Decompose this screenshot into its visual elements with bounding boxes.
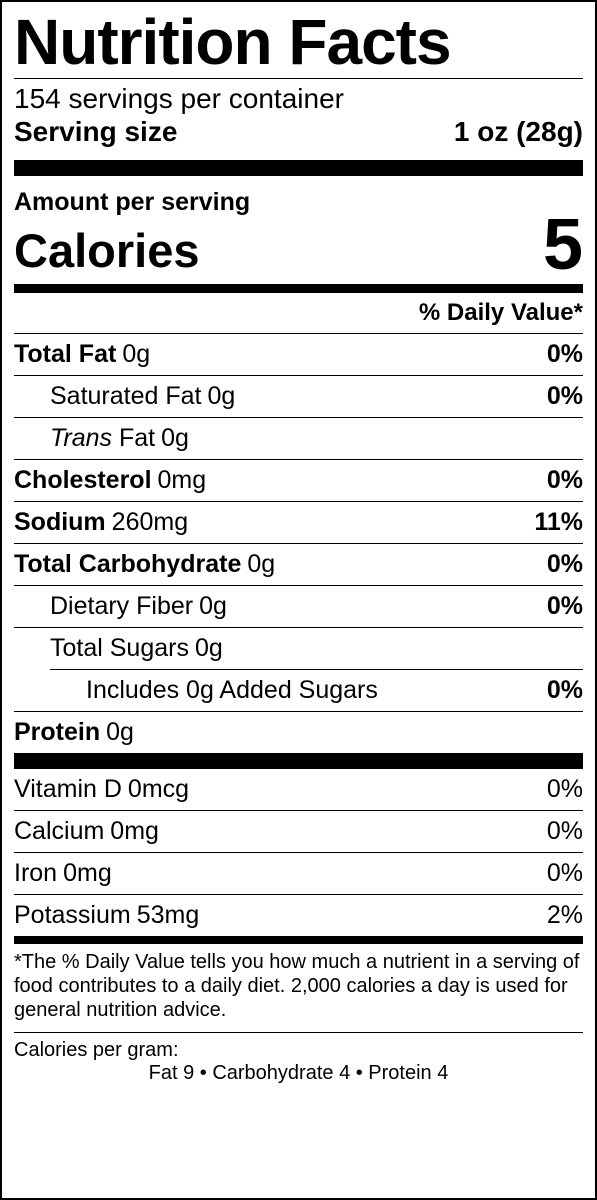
- row-added-sugars: Includes 0g Added Sugars 0%: [14, 670, 583, 712]
- total-fat-dv: 0%: [547, 337, 583, 372]
- sodium-amount: 260mg: [112, 505, 188, 540]
- servings-per-container: 154 servings per container: [14, 82, 583, 116]
- trans-fat-prefix: Trans: [50, 424, 112, 452]
- added-sugars-dv: 0%: [547, 673, 583, 708]
- total-carb-name: Total Carbohydrate: [14, 547, 241, 582]
- calcium-amount: 0mg: [110, 814, 159, 849]
- trans-fat-suffix: Fat: [112, 424, 155, 452]
- cholesterol-amount: 0mg: [158, 463, 207, 498]
- calories-row: Calories 5: [14, 217, 583, 294]
- serving-size-row: Serving size 1 oz (28g): [14, 116, 583, 176]
- daily-value-header: % Daily Value*: [14, 299, 583, 334]
- serving-size-label: Serving size: [14, 116, 177, 148]
- iron-amount: 0mg: [63, 856, 112, 891]
- fiber-name: Dietary Fiber: [50, 589, 193, 624]
- row-potassium: Potassium53mg 2%: [14, 895, 583, 936]
- row-iron: Iron0mg 0%: [14, 853, 583, 895]
- total-carb-dv: 0%: [547, 547, 583, 582]
- calcium-dv: 0%: [547, 814, 583, 849]
- calories-per-gram-values: Fat 9 • Carbohydrate 4 • Protein 4: [14, 1062, 583, 1085]
- row-total-fat: Total Fat0g 0%: [14, 334, 583, 376]
- row-sugars: Total Sugars0g: [14, 628, 583, 669]
- iron-name: Iron: [14, 856, 57, 891]
- row-total-carb: Total Carbohydrate0g 0%: [14, 544, 583, 586]
- sodium-dv: 11%: [534, 505, 583, 540]
- sugars-amount: 0g: [195, 631, 223, 666]
- calories-per-gram-label: Calories per gram:: [14, 1033, 583, 1062]
- vitd-amount: 0mcg: [128, 772, 189, 807]
- nutrition-label: Nutrition Facts 154 servings per contain…: [0, 0, 597, 1200]
- cholesterol-name: Cholesterol: [14, 463, 152, 498]
- sat-fat-dv: 0%: [547, 379, 583, 414]
- calories-label: Calories: [14, 227, 199, 274]
- protein-amount: 0g: [106, 715, 134, 750]
- trans-fat-amount: 0g: [161, 421, 189, 456]
- row-sodium: Sodium260mg 11%: [14, 502, 583, 544]
- row-calcium: Calcium0mg 0%: [14, 811, 583, 853]
- title: Nutrition Facts: [14, 10, 583, 79]
- iron-dv: 0%: [547, 856, 583, 891]
- fiber-amount: 0g: [199, 589, 227, 624]
- total-carb-amount: 0g: [247, 547, 275, 582]
- calories-value: 5: [543, 217, 583, 275]
- total-fat-name: Total Fat: [14, 337, 116, 372]
- protein-name: Protein: [14, 715, 100, 750]
- row-vitamin-d: Vitamin D0mcg 0%: [14, 769, 583, 811]
- potassium-name: Potassium: [14, 898, 131, 933]
- sat-fat-name: Saturated Fat: [50, 379, 201, 414]
- vitd-name: Vitamin D: [14, 772, 122, 807]
- total-fat-amount: 0g: [122, 337, 150, 372]
- fiber-dv: 0%: [547, 589, 583, 624]
- added-sugars-text: Includes 0g Added Sugars: [86, 673, 378, 708]
- row-trans-fat: Trans Fat0g: [14, 418, 583, 460]
- vitd-dv: 0%: [547, 772, 583, 807]
- potassium-amount: 53mg: [137, 898, 200, 933]
- sat-fat-amount: 0g: [207, 379, 235, 414]
- footnote: *The % Daily Value tells you how much a …: [14, 936, 583, 1033]
- potassium-dv: 2%: [547, 898, 583, 933]
- row-protein: Protein0g: [14, 712, 583, 753]
- row-cholesterol: Cholesterol0mg 0%: [14, 460, 583, 502]
- vitamins-section: Vitamin D0mcg 0% Calcium0mg 0% Iron0mg 0…: [14, 753, 583, 936]
- amount-per-serving-label: Amount per serving: [14, 184, 583, 217]
- sodium-name: Sodium: [14, 505, 106, 540]
- serving-size-value: 1 oz (28g): [454, 116, 583, 148]
- row-fiber: Dietary Fiber0g 0%: [14, 586, 583, 628]
- calcium-name: Calcium: [14, 814, 104, 849]
- row-sat-fat: Saturated Fat0g 0%: [14, 376, 583, 418]
- sugars-name: Total Sugars: [50, 631, 189, 666]
- cholesterol-dv: 0%: [547, 463, 583, 498]
